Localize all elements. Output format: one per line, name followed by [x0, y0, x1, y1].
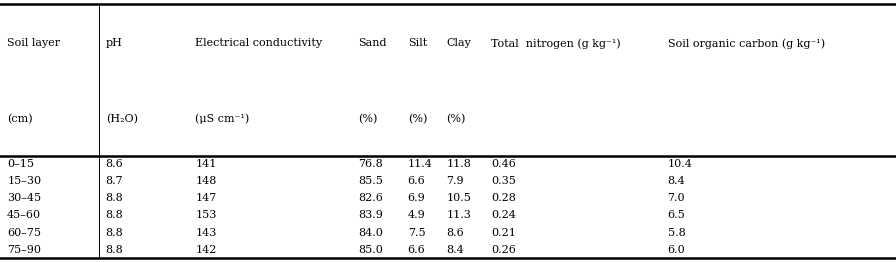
Text: 85.5: 85.5: [358, 176, 383, 187]
Text: 148: 148: [195, 176, 217, 187]
Text: 147: 147: [195, 193, 217, 204]
Text: 8.6: 8.6: [106, 159, 124, 170]
Text: 7.0: 7.0: [668, 193, 685, 204]
Text: 82.6: 82.6: [358, 193, 383, 204]
Text: 0.24: 0.24: [491, 210, 516, 221]
Text: 6.0: 6.0: [668, 244, 685, 255]
Text: 83.9: 83.9: [358, 210, 383, 221]
Text: 6.9: 6.9: [408, 193, 426, 204]
Text: 0.21: 0.21: [491, 227, 516, 238]
Text: 6.6: 6.6: [408, 176, 426, 187]
Text: Sand: Sand: [358, 38, 387, 48]
Text: 15–30: 15–30: [7, 176, 41, 187]
Text: (%): (%): [408, 114, 427, 124]
Text: 7.5: 7.5: [408, 227, 426, 238]
Text: 143: 143: [195, 227, 217, 238]
Text: 76.8: 76.8: [358, 159, 383, 170]
Text: 8.6: 8.6: [446, 227, 464, 238]
Text: 8.8: 8.8: [106, 193, 124, 204]
Text: 8.7: 8.7: [106, 176, 124, 187]
Text: (%): (%): [358, 114, 378, 124]
Text: 6.6: 6.6: [408, 244, 426, 255]
Text: 10.5: 10.5: [446, 193, 471, 204]
Text: (H₂O): (H₂O): [106, 114, 138, 124]
Text: 84.0: 84.0: [358, 227, 383, 238]
Text: 8.8: 8.8: [106, 210, 124, 221]
Text: pH: pH: [106, 38, 123, 48]
Text: Soil organic carbon (g kg⁻¹): Soil organic carbon (g kg⁻¹): [668, 38, 824, 48]
Text: 11.8: 11.8: [446, 159, 471, 170]
Text: 153: 153: [195, 210, 217, 221]
Text: 11.4: 11.4: [408, 159, 433, 170]
Text: (cm): (cm): [7, 114, 33, 124]
Text: 0.35: 0.35: [491, 176, 516, 187]
Text: 142: 142: [195, 244, 217, 255]
Text: Total  nitrogen (g kg⁻¹): Total nitrogen (g kg⁻¹): [491, 38, 621, 48]
Text: Soil layer: Soil layer: [7, 38, 60, 48]
Text: 5.8: 5.8: [668, 227, 685, 238]
Text: 0.28: 0.28: [491, 193, 516, 204]
Text: 30–45: 30–45: [7, 193, 41, 204]
Text: Electrical conductivity: Electrical conductivity: [195, 38, 323, 48]
Text: (μS cm⁻¹): (μS cm⁻¹): [195, 114, 250, 124]
Text: 8.8: 8.8: [106, 227, 124, 238]
Text: 0.46: 0.46: [491, 159, 516, 170]
Text: Clay: Clay: [446, 38, 471, 48]
Text: 75–90: 75–90: [7, 244, 41, 255]
Text: 11.3: 11.3: [446, 210, 471, 221]
Text: 0.26: 0.26: [491, 244, 516, 255]
Text: Silt: Silt: [408, 38, 426, 48]
Text: 6.5: 6.5: [668, 210, 685, 221]
Text: 85.0: 85.0: [358, 244, 383, 255]
Text: 4.9: 4.9: [408, 210, 426, 221]
Text: 0–15: 0–15: [7, 159, 34, 170]
Text: 10.4: 10.4: [668, 159, 693, 170]
Text: 8.4: 8.4: [446, 244, 464, 255]
Text: 7.9: 7.9: [446, 176, 464, 187]
Text: 8.4: 8.4: [668, 176, 685, 187]
Text: 45–60: 45–60: [7, 210, 41, 221]
Text: 60–75: 60–75: [7, 227, 41, 238]
Text: 141: 141: [195, 159, 217, 170]
Text: (%): (%): [446, 114, 466, 124]
Text: 8.8: 8.8: [106, 244, 124, 255]
